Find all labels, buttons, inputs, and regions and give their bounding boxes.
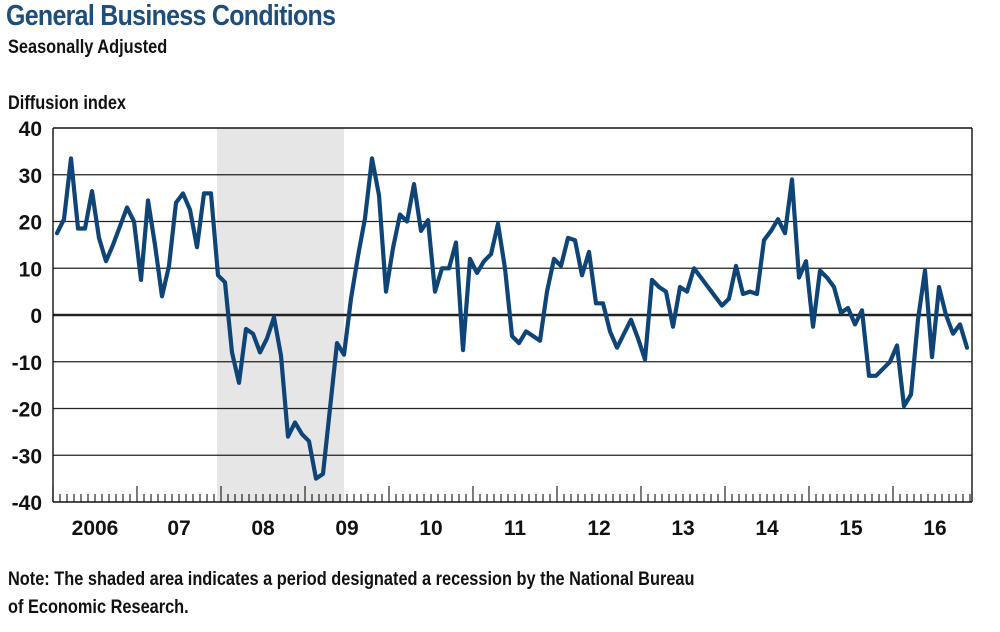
series-line: [54, 156, 970, 481]
x-tick-label: 12: [587, 517, 610, 540]
x-tick-label: 16: [923, 517, 946, 540]
x-tick-label: 07: [167, 517, 190, 540]
x-tick-label: 08: [251, 517, 275, 540]
y-tick-label: 40: [19, 118, 42, 141]
footnote: Note: The shaded area indicates a period…: [8, 566, 694, 622]
y-tick-label: 20: [19, 212, 42, 235]
x-tick-label: 13: [671, 517, 694, 540]
x-tick-label: 15: [839, 517, 863, 540]
y-tick-label: -30: [12, 445, 42, 468]
footnote-line-1: Note: The shaded area indicates a period…: [8, 569, 695, 590]
footnote-line-2: of Economic Research.: [8, 597, 189, 618]
x-tick-label: 11: [504, 517, 527, 540]
y-axis-label: Diffusion index: [8, 93, 127, 114]
y-tick-label: 0: [30, 305, 42, 328]
line-chart: 40 30 20 10 0 -10 -20 -30 -40 2006 07 08 09 10 11 12 13…: [12, 118, 973, 540]
chart-title: General Business Conditions: [6, 0, 336, 32]
chart-subtitle: Seasonally Adjusted: [8, 37, 168, 58]
y-tick-label: 10: [19, 258, 42, 281]
x-tick-label: 10: [419, 517, 442, 540]
y-tick-label: -20: [12, 399, 42, 422]
x-tick-label: 14: [755, 517, 779, 540]
y-tick-label: 30: [19, 165, 42, 188]
x-tick-label: 09: [335, 517, 358, 540]
y-tick-label: -40: [12, 492, 42, 515]
y-tick-label: -10: [12, 352, 42, 375]
x-tick-label: 2006: [72, 517, 119, 540]
